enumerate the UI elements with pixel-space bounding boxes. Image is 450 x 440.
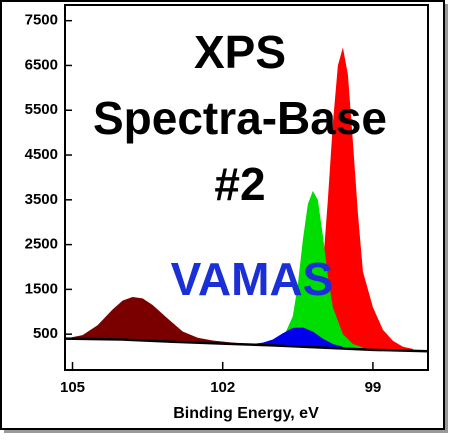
y-tick-label: 2500: [25, 236, 58, 253]
y-tick-label: 7500: [25, 12, 58, 29]
y-tick-label: 6500: [25, 56, 58, 73]
frame: [0, 0, 445, 430]
y-tick-label: 500: [33, 325, 58, 342]
y-tick-label: 4500: [25, 146, 58, 163]
x-tick-label: 99: [365, 379, 382, 396]
y-tick-label: 5500: [25, 101, 58, 118]
plot: [64, 47, 429, 353]
x-axis-label: Binding Energy, eV: [173, 405, 319, 422]
peak-area: [65, 297, 248, 345]
x-tick-label: 105: [60, 379, 85, 396]
title-line: XPS: [194, 26, 286, 78]
peak-area: [247, 327, 343, 349]
peak-area: [272, 190, 363, 350]
annotation: VAMAS: [171, 253, 334, 305]
y-tick-label: 1500: [25, 280, 58, 297]
plot-border: [64, 4, 429, 371]
title-line: #2: [214, 158, 265, 210]
title-line: Spectra-Base: [93, 92, 387, 144]
y-tick-label: 3500: [25, 191, 58, 208]
background-line: [64, 337, 429, 353]
x-tick-label: 102: [210, 379, 235, 396]
peak-area: [302, 47, 413, 351]
